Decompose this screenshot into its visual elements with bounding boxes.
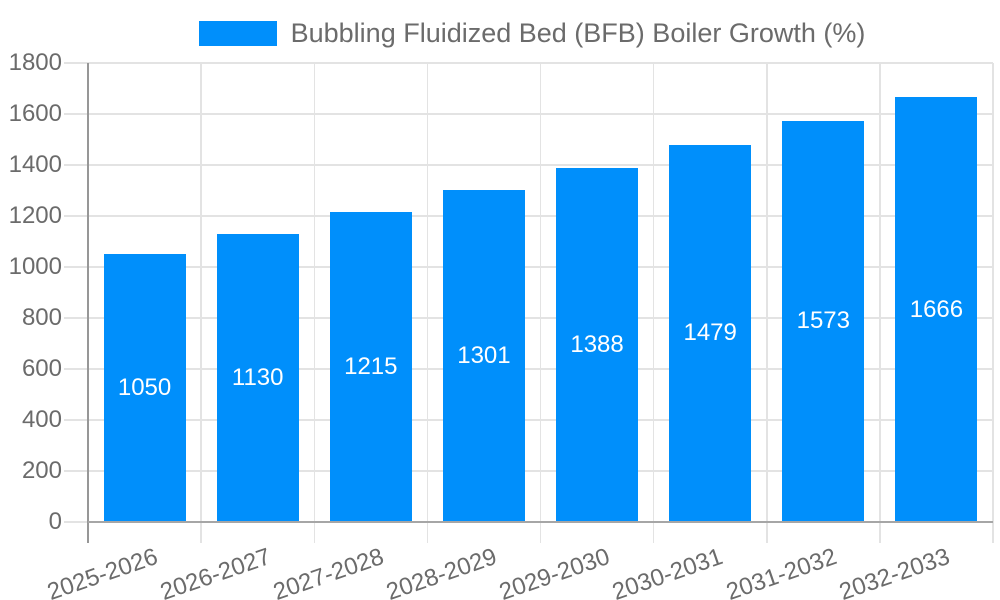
- bar[interactable]: 1573: [782, 120, 865, 522]
- bar[interactable]: 1479: [669, 144, 752, 522]
- gridline-v: [200, 63, 202, 543]
- legend-swatch-icon: [198, 20, 277, 46]
- bar[interactable]: 1050: [103, 254, 186, 522]
- gridline-h: [64, 62, 993, 64]
- bar-value-label: 1130: [231, 363, 284, 391]
- y-tick-label: 1600: [8, 100, 62, 127]
- gridline-h: [64, 113, 993, 115]
- bar-value-label: 1573: [796, 307, 850, 335]
- bars-layer: 1050 1130 1215 1301 1388 1479 1573 1666: [88, 63, 993, 522]
- bar[interactable]: 1301: [442, 190, 525, 522]
- bar[interactable]: 1215: [329, 212, 412, 522]
- y-tick-label: 400: [21, 406, 62, 433]
- y-tick-label: 600: [21, 355, 62, 382]
- gridline-v: [313, 63, 315, 543]
- x-tick-labels-layer: 2025-2026 2026-2027 2027-2028 2028-2029 2029…: [44, 63, 993, 600]
- gridline-v: [879, 63, 881, 543]
- bar-value-label: 1479: [683, 319, 737, 347]
- gridline-h: [64, 368, 993, 370]
- bar[interactable]: 1666: [895, 97, 978, 522]
- x-tick-label: 2028-2029: [383, 543, 501, 600]
- y-tick-label: 200: [21, 457, 62, 484]
- legend-label: Bubbling Fluidized Bed (BFB) Boiler Grow…: [290, 17, 866, 48]
- gridline-v: [652, 63, 655, 543]
- y-tick-label: 1800: [8, 49, 62, 76]
- y-tick-label: 0: [48, 508, 62, 535]
- bar-value-label: 1301: [457, 342, 511, 370]
- y-tick-labels-layer: 0 200 400 600 800 1000 1200 1400 1600 1800: [9, 49, 993, 535]
- bar-value-label: 1215: [344, 353, 398, 381]
- x-tick-label: 2029-2030: [496, 543, 614, 600]
- gridline-h: [64, 164, 993, 166]
- bar[interactable]: 1130: [216, 233, 299, 522]
- x-tick-label: 2032-2033: [835, 543, 953, 600]
- x-tick-label: 2030-2031: [609, 543, 727, 600]
- gridline-v: [766, 63, 768, 543]
- bar[interactable]: 1388: [556, 168, 639, 522]
- legend[interactable]: Bubbling Fluidized Bed (BFB) Boiler Grow…: [64, 16, 1000, 50]
- x-axis-line: [88, 520, 993, 523]
- gridline-h: [64, 266, 993, 268]
- x-tick-label: 2031-2032: [722, 543, 840, 600]
- y-axis-line: [87, 63, 89, 543]
- y-tick-label: 1000: [8, 253, 62, 280]
- x-tick-label: 2026-2027: [156, 543, 275, 600]
- y-tick-label: 1200: [8, 202, 62, 229]
- gridline-h: [64, 317, 993, 319]
- gridline-h: [64, 215, 993, 217]
- x-tick-label: 2027-2028: [269, 543, 388, 600]
- gridline-v: [992, 63, 994, 543]
- gridline-v: [426, 63, 429, 543]
- gridline-h: [64, 419, 993, 421]
- plot-area: 1050 1130 1215 1301 1388 1479 1573 1666 0 200 400…: [9, 49, 994, 600]
- x-tick-label: 2025-2026: [43, 543, 162, 600]
- bar-value-label: 1388: [570, 331, 624, 359]
- gridline-layer: [64, 62, 994, 543]
- bar-value-label: 1050: [117, 374, 172, 402]
- gridline-h: [64, 470, 993, 472]
- y-tick-label: 1400: [8, 151, 62, 178]
- y-tick-label: 800: [21, 304, 62, 331]
- bar-value-label: 1666: [909, 295, 964, 323]
- gridline-v: [539, 63, 542, 543]
